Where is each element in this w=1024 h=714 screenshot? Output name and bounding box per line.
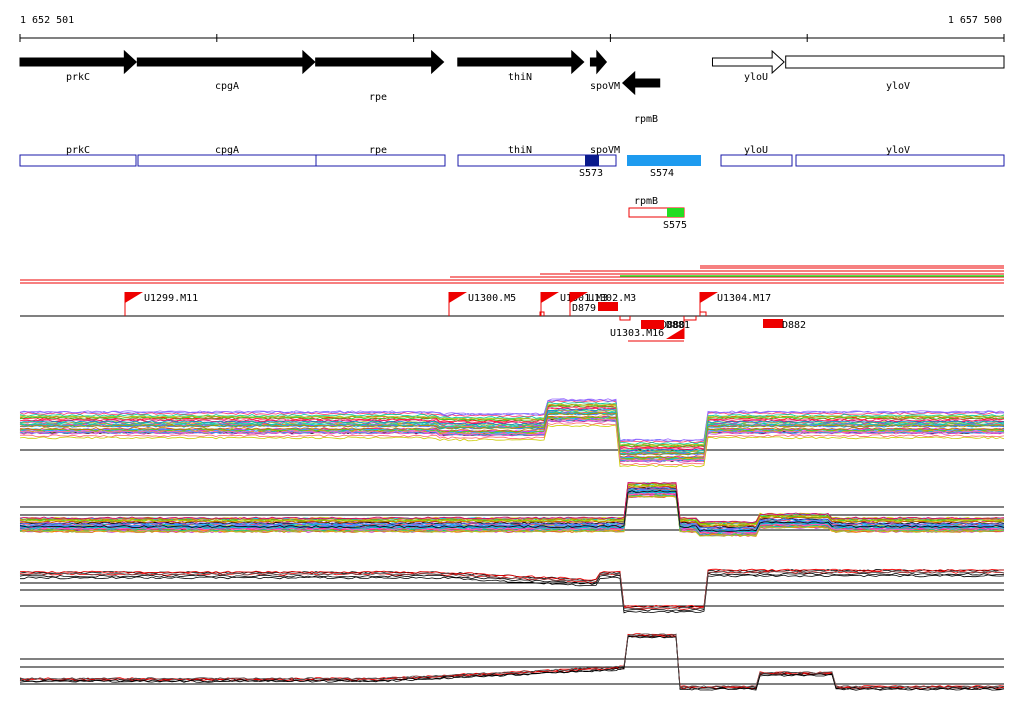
ruler-end-label: 1 657 500 [948, 15, 1002, 26]
gene-label-yloU[interactable]: yloU [744, 72, 768, 83]
expression-line [20, 574, 1005, 614]
expression-track-4 [19, 633, 1005, 691]
expression-line [19, 406, 1005, 450]
operon-track [19, 154, 1005, 167]
operon-box[interactable] [19, 154, 137, 167]
gene-track [19, 49, 1005, 96]
expression-track-3 [19, 568, 1005, 614]
terminator-D881[interactable] [650, 320, 664, 329]
terminator-label-D882[interactable]: D882 [782, 320, 806, 331]
terminator-label-D880[interactable]: D880 [661, 320, 685, 331]
expression-line [19, 633, 1005, 688]
promoter-label-U1301[interactable]: U1301.M3 [560, 293, 608, 304]
gene-arrow-spoVM[interactable] [589, 49, 608, 75]
segment-label-S575[interactable]: S575 [663, 220, 687, 231]
promoter-flag-U1302[interactable] [570, 292, 588, 303]
promoter-track: U1299.M11 U1300.M5 U1301.M3 U1302.M3 U13… [124, 292, 771, 342]
operon-label-rpe: rpe [369, 145, 387, 156]
operon-box[interactable] [137, 154, 317, 167]
gene-label-rpe[interactable]: rpe [369, 92, 387, 103]
expression-line [19, 572, 1005, 612]
terminator-label-D879[interactable]: D879 [572, 303, 596, 314]
promoter-label-U1302[interactable]: U1302.M3 [588, 293, 636, 304]
promoter-flag-U1303[interactable] [666, 328, 684, 339]
expression-line [19, 412, 1005, 456]
segment-S575[interactable] [667, 208, 684, 217]
segment-track [585, 155, 701, 166]
expression-line [19, 633, 1004, 689]
expression-line [19, 633, 1005, 689]
promoter-label-U1299[interactable]: U1299.M11 [144, 293, 198, 304]
promoter-label-U1303[interactable]: U1303.M16 [610, 328, 664, 339]
gene-box-yloV [785, 55, 1005, 69]
operon-box[interactable] [457, 154, 617, 167]
promoter-label-U1300[interactable]: U1300.M5 [468, 293, 516, 304]
ruler-ticks [19, 34, 1005, 42]
gene-label-prkC[interactable]: prkC [66, 72, 90, 83]
operon-label-spoVM: spoVM [590, 145, 620, 156]
segment-label-S574[interactable]: S574 [650, 168, 674, 179]
gene-arrow-rpmB[interactable] [621, 70, 661, 96]
segment-label-group: S573 S574 S575 rpmB [579, 168, 687, 231]
ruler-track: 1 652 501 1 657 500 [19, 15, 1005, 42]
segment-S574[interactable] [627, 155, 701, 166]
gene-label-yloV[interactable]: yloV [886, 81, 910, 92]
expression-line [19, 635, 1005, 691]
terminator-track: D879 D880 D881 D882 [572, 302, 806, 331]
expression-line [19, 408, 1005, 452]
promoter-label-U1304[interactable]: U1304.M17 [717, 293, 771, 304]
gene-arrow-prkC[interactable] [19, 49, 138, 75]
gene-label-spoVM[interactable]: spoVM [590, 81, 620, 92]
expression-line [19, 398, 1005, 442]
segment-S573[interactable] [585, 155, 599, 166]
expression-line [19, 418, 1005, 462]
gene-arrow-cpgA[interactable] [136, 49, 316, 75]
operon-label-prkC: prkC [66, 145, 90, 156]
gene-label-thiN[interactable]: thiN [508, 72, 532, 83]
operon-label-group: prkC cpgA rpe thiN spoVM yloU yloV [66, 145, 910, 156]
segment-label-S573[interactable]: S573 [579, 168, 603, 179]
operon-label-yloU: yloU [744, 145, 768, 156]
gene-label-rpmB[interactable]: rpmB [634, 114, 658, 125]
expression-line [19, 570, 1005, 610]
terminator-D879[interactable] [598, 302, 618, 311]
expression-track-2 [19, 482, 1005, 537]
gene-label-group: prkC cpgA rpe thiN spoVM rpmB yloU yloV [66, 72, 910, 125]
expression-line [19, 415, 1005, 459]
expression-track-1 [19, 398, 1005, 468]
gene-arrow-rpe[interactable] [315, 49, 445, 75]
expression-line [19, 403, 1005, 446]
operon-box[interactable] [795, 154, 1005, 167]
gene-label-cpgA[interactable]: cpgA [215, 81, 239, 92]
rpmB-box-label: rpmB [634, 196, 658, 207]
promoter-flag-U1301[interactable] [541, 292, 559, 303]
ruler-start-label: 1 652 501 [20, 15, 74, 26]
expression-line [19, 491, 1005, 534]
operon-label-yloV: yloV [886, 145, 910, 156]
expression-line [19, 411, 1005, 455]
transcript-lines [20, 265, 1004, 284]
expression-line [19, 635, 1005, 691]
expression-line [19, 482, 1005, 524]
expression-line [19, 422, 1005, 466]
expression-line [19, 492, 1005, 535]
terminator-label-D881[interactable]: D881 [666, 320, 690, 331]
expression-line [19, 398, 1005, 442]
operon-label-cpgA: cpgA [215, 145, 239, 156]
promoter-flag-U1304[interactable] [700, 292, 718, 303]
gene-arrow-thiN[interactable] [457, 49, 585, 75]
operon-label-thiN: thiN [508, 145, 532, 156]
promoter-flag-U1299[interactable] [125, 292, 143, 303]
operon-box[interactable] [315, 154, 446, 167]
promoter-flag-U1300[interactable] [449, 292, 467, 303]
expression-line [19, 487, 1004, 530]
terminator-D882[interactable] [763, 319, 783, 328]
operon-box[interactable] [720, 154, 793, 167]
expression-line [19, 416, 1005, 460]
expression-line [19, 424, 1005, 468]
expression-line [19, 490, 1005, 532]
gene-arrow-yloU[interactable] [711, 49, 785, 75]
expression-line [19, 494, 1005, 537]
